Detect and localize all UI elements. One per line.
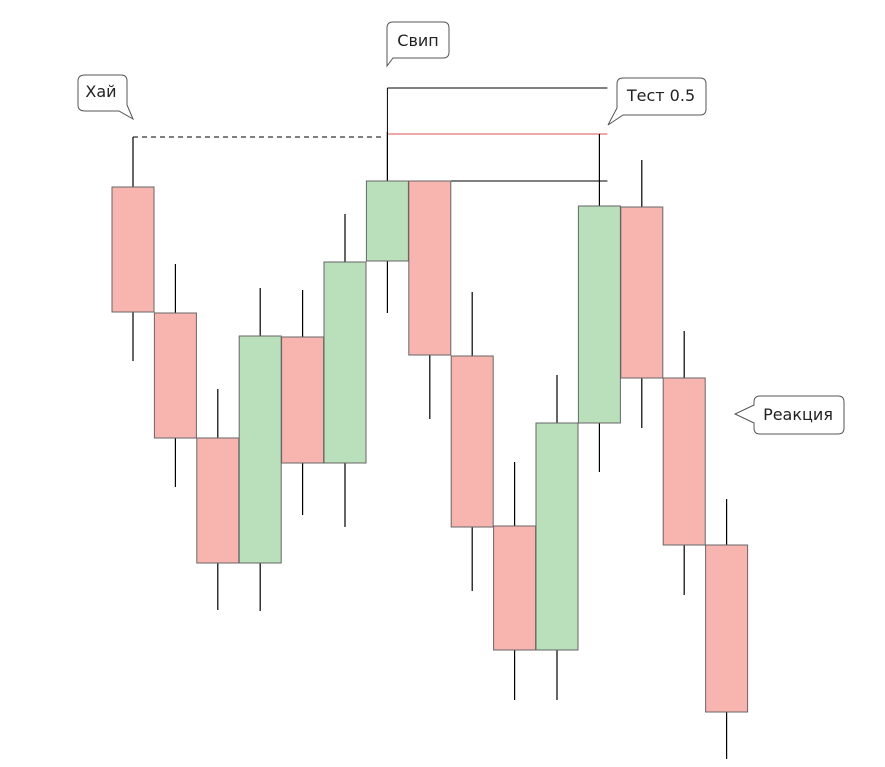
bullish-candle-body (577, 205, 621, 424)
candle (365, 132, 409, 313)
callouts: Хай Свип Тест 0.5 Реакция (77, 21, 845, 435)
bullish-candle-body (535, 422, 579, 651)
bearish-candle-body (153, 312, 197, 439)
bullish-candle-body (238, 335, 282, 564)
candle (577, 134, 621, 472)
callout-high-bubble (77, 74, 135, 121)
guide-lines (133, 87, 608, 182)
callout-test-bubble (607, 77, 707, 126)
candle (281, 290, 325, 515)
callout-test: Тест 0.5 (607, 77, 707, 126)
bearish-candle-body (620, 206, 664, 379)
bearish-candle-body (450, 355, 494, 528)
candles (111, 132, 749, 759)
candle (493, 462, 537, 700)
candle (535, 375, 579, 700)
candle (662, 331, 706, 595)
bullish-candle-body (365, 180, 409, 262)
callout-reaction: Реакция (733, 395, 845, 435)
candle (450, 292, 494, 591)
callout-sweep: Свип (386, 21, 450, 68)
bearish-candle-body (111, 186, 155, 313)
callout-sweep-bubble (386, 21, 450, 68)
candle (408, 180, 452, 419)
candle (111, 137, 155, 361)
candle (153, 264, 197, 487)
bearish-candle-body (196, 437, 240, 564)
callout-reaction-label: Реакция (763, 405, 833, 424)
bullish-candle-body (323, 261, 367, 464)
callout-high-label: Хай (85, 82, 116, 101)
candle (238, 288, 282, 611)
bearish-candle-body (662, 377, 706, 546)
candle (620, 160, 664, 428)
bearish-candle-body (493, 525, 537, 651)
callout-sweep-label: Свип (397, 31, 438, 50)
callout-reaction-bubble (733, 395, 845, 435)
candle (323, 214, 367, 527)
bearish-candle-body (705, 544, 749, 713)
bearish-candle-body (408, 180, 452, 356)
candle (705, 499, 749, 759)
callout-test-label: Тест 0.5 (626, 86, 695, 105)
bearish-candle-body (281, 336, 325, 464)
callout-high: Хай (77, 74, 135, 121)
candle (196, 389, 240, 610)
